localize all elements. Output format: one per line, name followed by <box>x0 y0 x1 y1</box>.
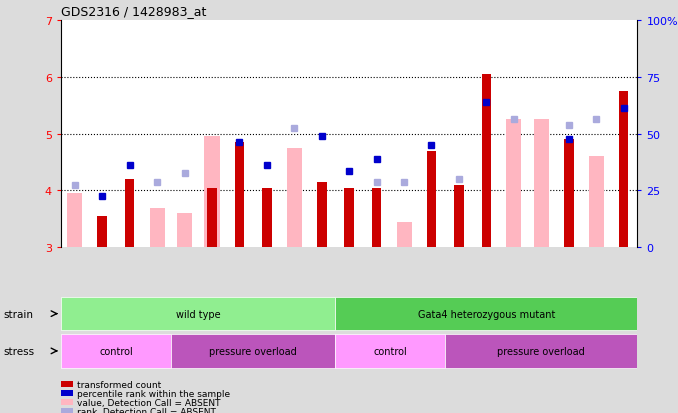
Bar <box>426 151 437 248</box>
Text: control: control <box>374 346 407 356</box>
Text: stress: stress <box>3 346 35 356</box>
Text: strain: strain <box>3 309 33 319</box>
Bar <box>125 180 134 248</box>
Bar <box>67 194 82 248</box>
Text: pressure overload: pressure overload <box>210 346 297 356</box>
Bar <box>372 188 382 248</box>
Bar <box>171 335 336 368</box>
Text: GDS2316 / 1428983_at: GDS2316 / 1428983_at <box>61 5 206 18</box>
Bar <box>445 335 637 368</box>
Bar <box>506 120 521 248</box>
Text: control: control <box>99 346 133 356</box>
Bar <box>177 214 192 248</box>
Text: value, Detection Call = ABSENT: value, Detection Call = ABSENT <box>77 398 221 407</box>
Bar <box>287 148 302 248</box>
Text: percentile rank within the sample: percentile rank within the sample <box>77 389 231 398</box>
Bar <box>344 188 354 248</box>
Bar <box>61 297 336 330</box>
Bar <box>150 208 165 248</box>
Text: rank, Detection Call = ABSENT: rank, Detection Call = ABSENT <box>77 407 216 413</box>
Bar <box>336 297 637 330</box>
Bar <box>98 216 107 248</box>
Bar <box>61 335 171 368</box>
Bar <box>481 75 491 248</box>
Bar <box>619 92 629 248</box>
Text: Gata4 heterozygous mutant: Gata4 heterozygous mutant <box>418 309 555 319</box>
Bar <box>534 120 549 248</box>
Bar <box>235 143 244 248</box>
Text: transformed count: transformed count <box>77 380 161 389</box>
Bar <box>564 140 574 248</box>
Bar <box>397 222 412 248</box>
Bar <box>207 188 217 248</box>
Text: wild type: wild type <box>176 309 220 319</box>
Text: pressure overload: pressure overload <box>498 346 585 356</box>
Bar <box>454 185 464 248</box>
Bar <box>336 335 445 368</box>
Bar <box>589 157 603 248</box>
Bar <box>317 183 327 248</box>
Bar <box>262 188 272 248</box>
Bar <box>204 137 220 248</box>
